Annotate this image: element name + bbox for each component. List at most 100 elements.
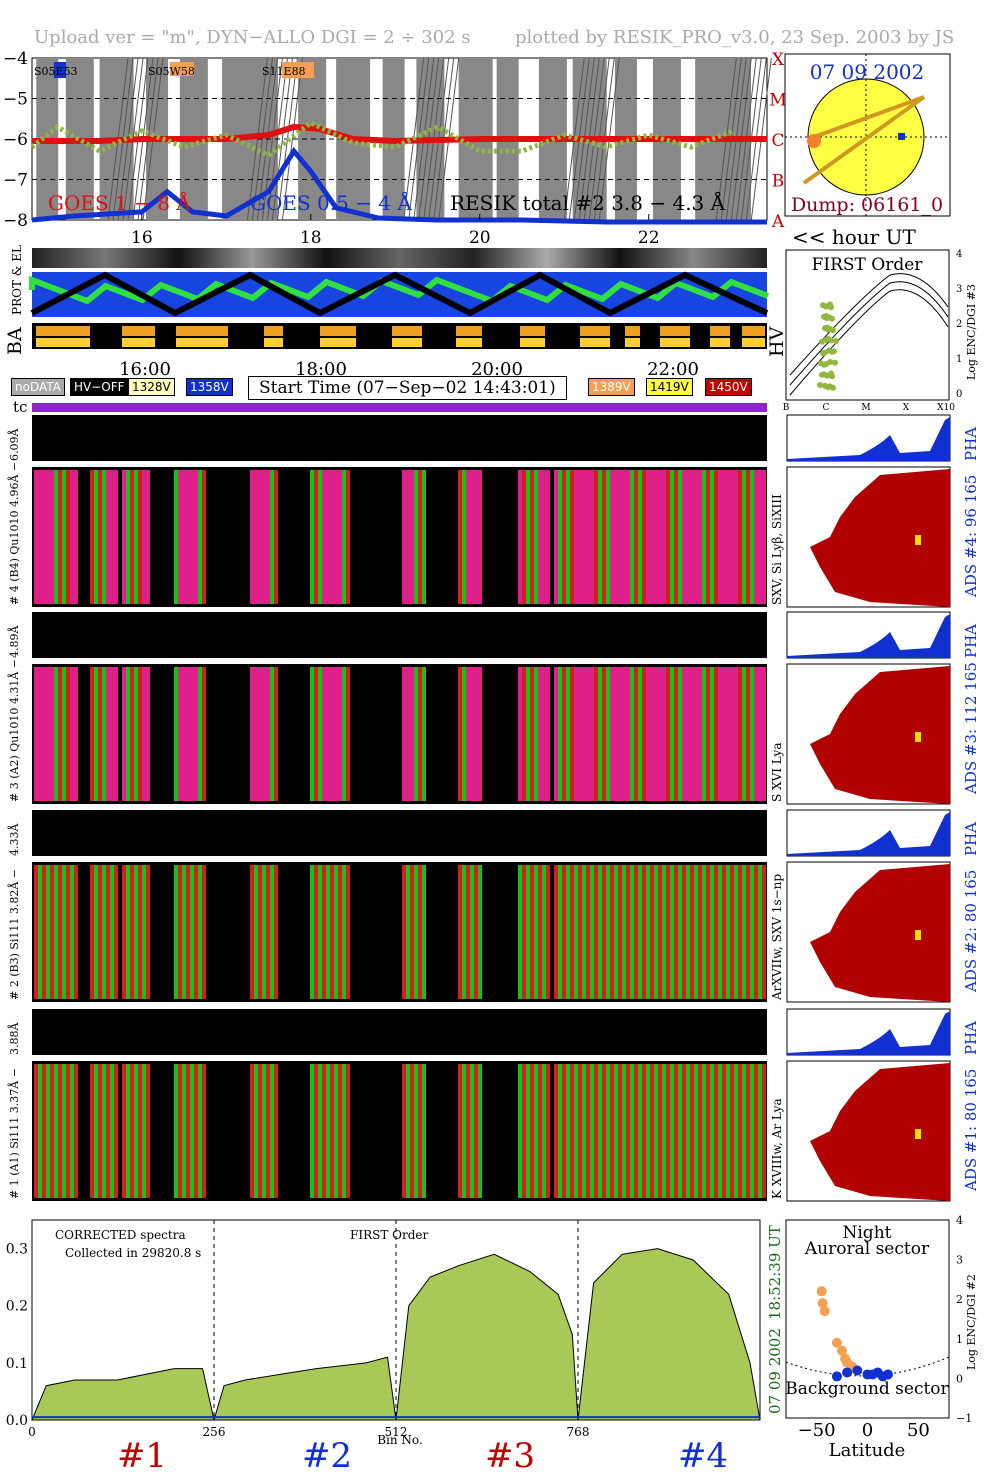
spectrogram-column [122,865,126,999]
spectrogram-column [58,1064,62,1198]
latitude-title-2: Auroral sector [804,1239,930,1259]
hk-xtick: 22:00 [647,359,699,380]
hatch-line [281,57,303,221]
spectrogram-column [202,667,206,801]
ads-marker [915,732,921,742]
spectrogram-column [554,865,558,999]
goes-lightcurve-chart: −4 −5 −6 −7 −8 16 18 20 22 GOES 1 − 8 Å GOES 0.… [3,50,787,248]
spectrogram-column [102,667,106,801]
spectrogram-column [730,667,734,801]
spectrogram-column [318,667,322,801]
spectrogram-column [606,1064,610,1198]
spectrogram-column [414,667,418,801]
spectrogram-column [522,667,526,801]
first-order-ytick: 0 [956,389,962,400]
spectrogram-column [650,1064,654,1198]
spectrogram-column [98,667,102,801]
spectrogram-column [338,865,342,999]
spectrogram-column [670,667,674,801]
background-point [842,1367,853,1378]
spectrogram-column [570,1064,574,1198]
spectrogram-column [94,470,98,604]
ba-segment [176,326,228,336]
auroral-point [816,1286,827,1297]
channel-main-label: # 1 (A1) Si111 3.37Å − [8,1068,21,1199]
spectrogram-column [406,667,410,801]
spectrogram-column [186,865,190,999]
spectrogram-column [654,1064,658,1198]
goes-class-label: M [769,91,786,111]
legend-1389v: 1389V [588,378,635,396]
spectrogram-column [314,1064,318,1198]
spectrogram-column [310,865,314,999]
channel-side-label: K XVIIIw, Ar Lya [770,1098,784,1199]
spectrogram-column [606,865,610,999]
legend-hvoff: HV−OFF [70,378,129,396]
spectrogram-column [70,865,74,999]
ba-segment [320,338,356,347]
spectrogram-column [762,865,766,999]
spectrogram-column [186,470,190,604]
spectrogram-column [750,865,754,999]
spectrogram-column [330,865,334,999]
spectrogram-column [546,865,550,999]
ba-segment [742,338,765,347]
legend-1328v: 1328V [128,378,175,396]
spectrogram-column [270,667,274,801]
spectrogram-column [342,865,346,999]
ads-label: ADS #4: 96 165 [962,474,980,597]
channel-side-label: S XVI Lya [770,742,784,803]
first-order-point [828,337,834,344]
spectrogram-column [610,470,614,604]
spectrogram-column [126,865,130,999]
first-order-ytick: 3 [956,284,962,295]
channel-1-group [32,1008,951,1202]
spectrogram-column [678,667,682,801]
legend-nodata: noDATA [11,378,65,396]
spectrogram-column [718,667,722,801]
spectrogram-column [410,470,414,604]
spectrogram-column [742,470,746,604]
spectrogram-column [322,470,326,604]
spectrogram-column [590,470,594,604]
spectrogram-column [694,1064,698,1198]
ba-segment [320,326,356,336]
spectrogram-column [258,470,262,604]
sun-date: 07 09 2002 [810,60,925,84]
channel-label-3: #3 [485,1436,535,1476]
spectrogram-column [618,865,622,999]
spectrogram-column [422,865,426,999]
spectrogram-column [46,667,50,801]
spectrogram-column [326,865,330,999]
first-order-point [825,384,831,391]
first-order-point [830,384,836,391]
spectrogram-column [682,667,686,801]
spectrogram-column [698,667,702,801]
spectrogram-column [574,1064,578,1198]
ba-bar [32,323,767,349]
first-order-ticks: 4 3 2 1 0 B C M X X10 [783,249,963,413]
spectrogram-column [270,865,274,999]
spectrogram-column [326,470,330,604]
spectrogram-column [94,1064,98,1198]
prot-zigzag [30,271,769,317]
spectrogram-column [594,1064,598,1198]
first-order-point [832,359,838,366]
spectrogram-column [622,667,626,801]
spectrogram-column [602,865,606,999]
spectrogram-column [146,470,150,604]
spectrogram-column [50,865,54,999]
first-order-frame [785,249,950,401]
channel-main-label: # 4 (B4) Qu1010 4.96Å − [8,461,21,605]
spectrogram-column [746,1064,750,1198]
spectrogram-column [474,865,478,999]
spectrogram-column [678,470,682,604]
spectrogram-column [194,865,198,999]
spectrogram-column [182,865,186,999]
spectrogram-column [526,865,530,999]
spectrogram-column [190,865,194,999]
spectrogram-column [142,470,146,604]
spectrogram-column [74,865,78,999]
pha-channel-label: 3.88Å [8,1022,21,1055]
spectrogram-column [554,1064,558,1198]
